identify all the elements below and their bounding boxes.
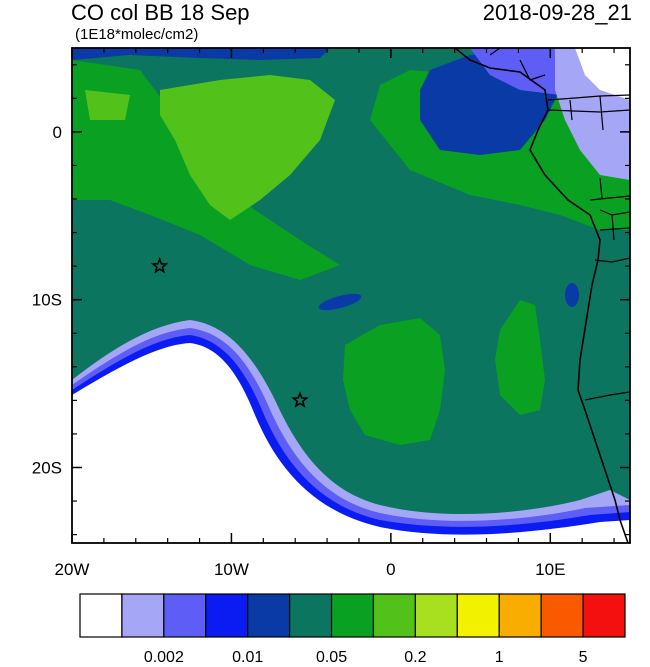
colorbar-label: 1 [495,649,504,666]
axis-ticks: 20W 10W 0 10E 0 10S 20S [32,48,630,579]
country-borders [489,48,630,401]
colorbar-box [456,593,500,638]
stars-layer [150,256,309,408]
datetime-label: 2018-09-28_21 [482,0,632,25]
field-green-south-east [495,300,545,415]
colorbar-label: 0.05 [316,649,347,666]
colorbar-box [330,593,375,638]
field-blue-blob-east [565,283,579,307]
colorbar-label: 0.01 [232,649,263,666]
colorbar-label: 0.2 [404,649,426,666]
colorbar-box [372,593,416,638]
field-lightgreen-small [85,90,130,120]
colorbar-box [414,593,458,638]
field-blue-blob [318,293,362,311]
colorbar-box [498,593,542,638]
x-tick-label: 20W [55,560,90,579]
colorbar-box [289,593,333,638]
location-star-marker [150,256,169,274]
y-tick-label: 20S [32,458,62,477]
field-lightgreen-north [160,75,335,220]
field-land-east-white [575,48,630,100]
plot-frame [71,47,631,544]
x-tick-label: 10E [535,560,565,579]
y-tick-label: 0 [53,123,62,142]
colorbar-box [582,593,626,638]
colorbar-label: 0.002 [144,649,184,666]
colorbar-box [247,593,291,638]
coastline-africa [454,48,629,543]
y-tick-label: 10S [32,291,62,310]
x-tick-label: 10W [214,560,249,579]
field-green-south-center [343,318,445,445]
colorbar-box [540,593,584,638]
colorbar-box [205,593,249,638]
location-star-marker [291,391,309,408]
colorbar-box [79,593,123,638]
map-title: CO col BB 18 Sep [71,0,250,25]
field-missing-south [72,343,630,543]
colorbar-label: 5 [579,649,588,666]
colorbar-box [121,593,165,638]
colorbar-box [163,593,207,638]
x-tick-label: 0 [386,560,395,579]
colorbar: 0.002 0.01 0.05 0.2 1 5 [79,593,626,666]
field-blue-north-strip [72,48,330,60]
map-plot-area [72,48,630,543]
units-label: (1E18*molec/cm2) [75,26,199,43]
